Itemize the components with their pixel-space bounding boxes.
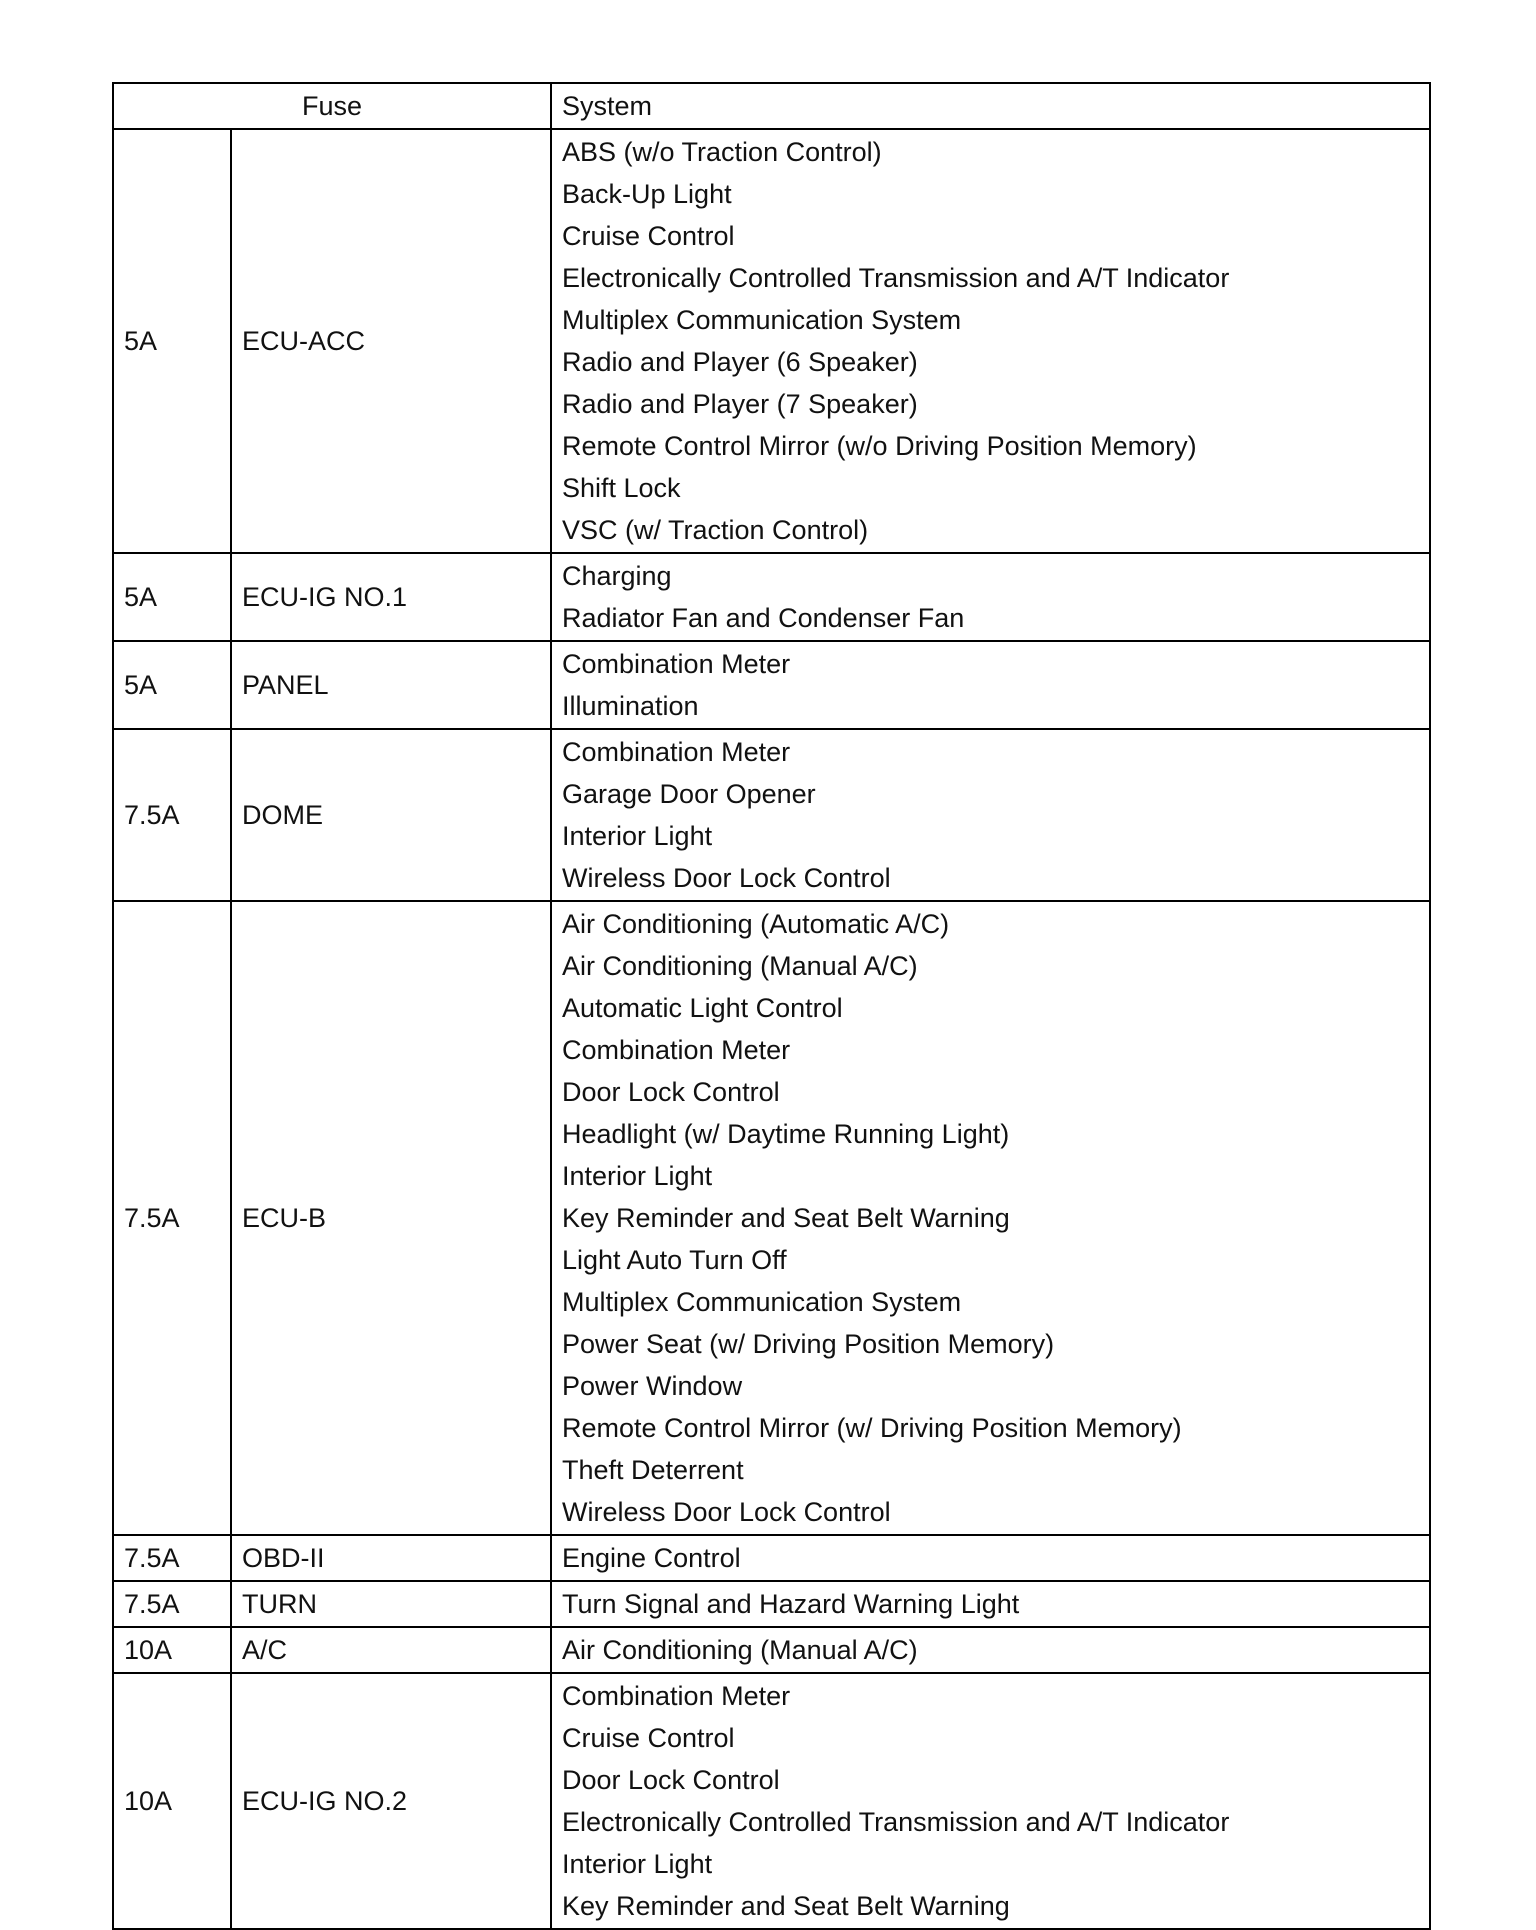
system-item: Illumination [562, 691, 699, 721]
header-row: Fuse System [112, 82, 1431, 130]
system-item: Air Conditioning (Automatic A/C) [562, 909, 950, 939]
system-item: Cruise Control [562, 1723, 735, 1753]
system-item: Cruise Control [562, 221, 735, 251]
system-item: Charging [562, 561, 672, 591]
system-item: Automatic Light Control [562, 993, 843, 1023]
amperage-cell: 7.5A [112, 900, 232, 1536]
system-cell: Air Conditioning (Automatic A/C) Air Cond… [550, 900, 1431, 1536]
fuse-name-cell: PANEL [230, 640, 552, 730]
system-item: Multiplex Communication System [562, 305, 962, 335]
system-item: Key Reminder and Seat Belt Warning [562, 1203, 1010, 1233]
fuse-name-cell: TURN [230, 1580, 552, 1628]
system-item: Wireless Door Lock Control [562, 1497, 891, 1527]
amperage-cell: 5A [112, 640, 232, 730]
table-row: 7.5A OBD-II Engine Control [112, 1534, 1431, 1582]
fuse-name-cell: ECU-ACC [230, 128, 552, 554]
system-item: Radiator Fan and Condenser Fan [562, 603, 965, 633]
system-item: Combination Meter [562, 1035, 791, 1065]
table-row: 5A PANEL Combination Meter Illumination [112, 640, 1431, 730]
fuse-name-cell: ECU-IG NO.2 [230, 1672, 552, 1930]
amperage-cell: 7.5A [112, 1580, 232, 1628]
system-cell: Charging Radiator Fan and Condenser Fan [550, 552, 1431, 642]
system-item: Combination Meter [562, 649, 791, 679]
system-item: Power Seat (w/ Driving Position Memory) [562, 1329, 1055, 1359]
header-cell: System [550, 82, 1431, 130]
system-item: Key Reminder and Seat Belt Warning [562, 1891, 1010, 1921]
system-item: Combination Meter [562, 1681, 791, 1711]
amperage-cell: 5A [112, 128, 232, 554]
system-cell: Engine Control [550, 1534, 1431, 1582]
amperage-cell: 7.5A [112, 1534, 232, 1582]
system-item: Wireless Door Lock Control [562, 863, 891, 893]
system-item: Shift Lock [562, 473, 681, 503]
system-item: Headlight (w/ Daytime Running Light) [562, 1119, 1010, 1149]
system-item: Back-Up Light [562, 179, 732, 209]
system-item: Multiplex Communication System [562, 1287, 962, 1317]
system-cell: ABS (w/o Traction Control) Back-Up Light C… [550, 128, 1431, 554]
fuse-name-cell: ECU-B [230, 900, 552, 1536]
system-cell: Combination Meter Garage Door Opener Inter… [550, 728, 1431, 902]
system-item: ABS (w/o Traction Control) [562, 137, 882, 167]
system-item: Air Conditioning (Manual A/C) [562, 951, 918, 981]
table-body: 5A ECU-ACC ABS (w/o Traction Control) Back-… [112, 128, 1431, 1930]
system-item: Electronically Controlled Transmission a… [562, 263, 1230, 293]
system-item: VSC (w/ Traction Control) [562, 515, 869, 545]
system-cell: Combination Meter Illumination [550, 640, 1431, 730]
amperage-cell: 10A [112, 1672, 232, 1930]
system-cell: Turn Signal and Hazard Warning Light [550, 1580, 1431, 1628]
amperage-cell: 5A [112, 552, 232, 642]
system-item: Remote Control Mirror (w/ Driving Positi… [562, 1413, 1182, 1443]
system-item: Air Conditioning (Manual A/C) [562, 1635, 918, 1665]
fuse-name-cell: ECU-IG NO.1 [230, 552, 552, 642]
system-item: Power Window [562, 1371, 743, 1401]
system-cell: Air Conditioning (Manual A/C) [550, 1626, 1431, 1674]
table-row: 10A ECU-IG NO.2 Combination Meter Cruise Co… [112, 1672, 1431, 1930]
system-item: Interior Light [562, 821, 713, 851]
system-item: Theft Deterrent [562, 1455, 744, 1485]
system-item: Electronically Controlled Transmission a… [562, 1807, 1230, 1837]
system-item: Radio and Player (7 Speaker) [562, 389, 918, 419]
system-item: Garage Door Opener [562, 779, 816, 809]
table-row: 7.5A DOME Combination Meter Garage Door Ope… [112, 728, 1431, 902]
table-row: 5A ECU-IG NO.1 Charging Radiator Fan and Co… [112, 552, 1431, 642]
system-item: Engine Control [562, 1543, 741, 1573]
amperage-cell: 10A [112, 1626, 232, 1674]
system-item: Remote Control Mirror (w/o Driving Posit… [562, 431, 1197, 461]
amperage-cell: 7.5A [112, 728, 232, 902]
system-item: Combination Meter [562, 737, 791, 767]
system-item: Radio and Player (6 Speaker) [562, 347, 918, 377]
table-row: 7.5A TURN Turn Signal and Hazard Warning L… [112, 1580, 1431, 1628]
system-item: Door Lock Control [562, 1765, 780, 1795]
fuse-name-cell: A/C [230, 1626, 552, 1674]
table-row: 5A ECU-ACC ABS (w/o Traction Control) Back-… [112, 128, 1431, 554]
system-item: Interior Light [562, 1161, 713, 1191]
header-cell: Fuse [112, 82, 552, 130]
system-item: Door Lock Control [562, 1077, 780, 1107]
system-item: Interior Light [562, 1849, 713, 1879]
system-cell: Combination Meter Cruise Control Door Lock… [550, 1672, 1431, 1930]
system-item: Turn Signal and Hazard Warning Light [562, 1589, 1020, 1619]
table-row: 7.5A ECU-B Air Conditioning (Automatic A/C… [112, 900, 1431, 1536]
table-row: 10A A/C Air Conditioning (Manual A/C) [112, 1626, 1431, 1674]
fuse-name-cell: DOME [230, 728, 552, 902]
system-item: Light Auto Turn Off [562, 1245, 787, 1275]
fuse-table: Fuse System 5A ECU-ACC ABS (w/o Traction C… [112, 82, 1431, 1930]
fuse-name-cell: OBD-II [230, 1534, 552, 1582]
